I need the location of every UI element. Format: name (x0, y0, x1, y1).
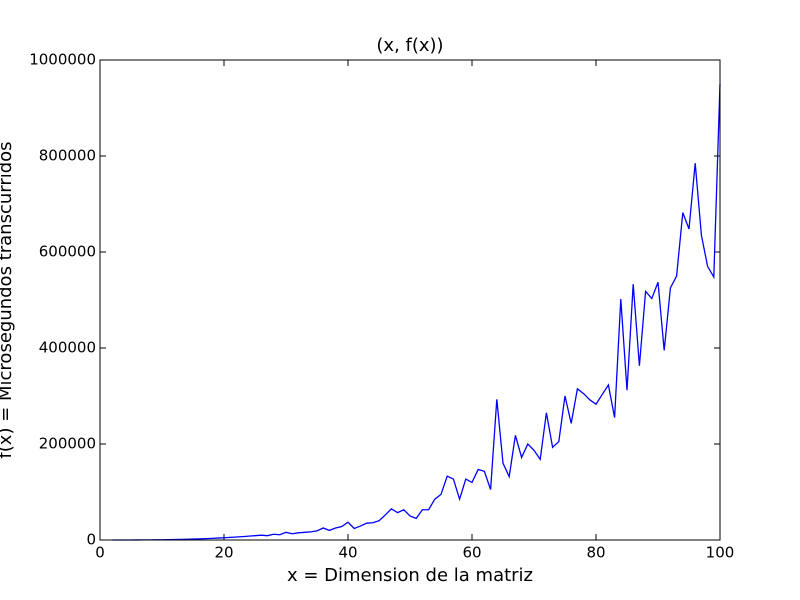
plot-frame (99, 59, 721, 541)
y-tick-label: 0 (86, 531, 96, 549)
x-axis-label: x = Dimension de la matriz (287, 565, 533, 586)
x-tick-label: 40 (338, 544, 357, 562)
y-tick-label: 1000000 (29, 51, 96, 69)
x-tick-label: 20 (214, 544, 233, 562)
x-tick-label: 100 (706, 544, 735, 562)
y-tick-label: 800000 (39, 147, 96, 165)
y-tick-label: 600000 (39, 243, 96, 261)
y-tick-label: 200000 (39, 435, 96, 453)
x-tick-label: 80 (586, 544, 605, 562)
chart-title: (x, f(x)) (376, 35, 443, 56)
x-tick-label: 0 (95, 544, 105, 562)
x-tick-label: 60 (462, 544, 481, 562)
data-line (112, 83, 721, 541)
y-tick-label: 400000 (39, 339, 96, 357)
y-axis-label: f(x) = Microsegundos transcurridos (0, 141, 16, 458)
